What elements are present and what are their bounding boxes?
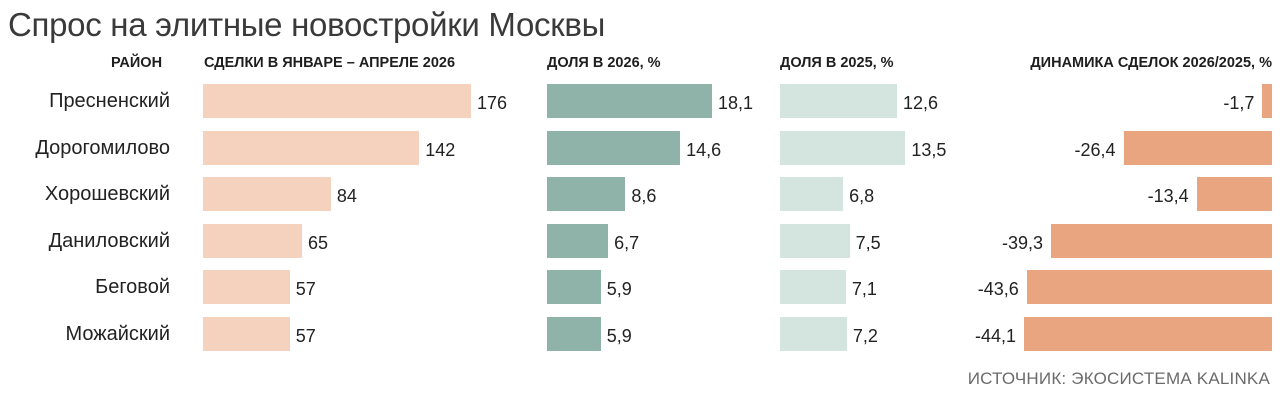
chart-title: Спрос на элитные новостройки Москвы [8, 6, 605, 43]
bar-share2026 [547, 84, 712, 118]
value-label-deals: 57 [295, 279, 316, 300]
bar-share2025 [780, 317, 847, 351]
district-label: Дорогомилово [35, 136, 170, 159]
value-label-share2026: 18,1 [718, 93, 754, 113]
bar-deals [203, 223, 302, 258]
bar-dynamics [1024, 317, 1272, 351]
value-label-deals: 57 [295, 326, 316, 346]
header-dynamics: ДИНАМИКА СДЕЛОК 2026/2025, % [1030, 55, 1272, 71]
source-note: ИСТОЧНИК: ЭКОСИСТЕМА KALINKA [967, 369, 1270, 388]
header-share-2026: ДОЛЯ В 2026, % [547, 55, 661, 71]
bar-deals [203, 177, 331, 212]
value-label-deals: 142 [425, 139, 456, 160]
bar-share2025 [780, 130, 906, 165]
value-label-dynamics: -26,4 [1074, 139, 1116, 160]
value-label-share2025: 12,6 [903, 93, 939, 113]
value-label-share2026: 8,6 [631, 186, 657, 207]
value-label-dynamics: -43,6 [977, 279, 1019, 300]
value-label-deals: 176 [477, 93, 508, 113]
bar-dynamics [1196, 177, 1272, 212]
bar-share2025 [780, 223, 850, 258]
value-label-deals: 84 [336, 186, 357, 207]
value-label-share2025: 7,2 [852, 326, 878, 346]
bar-share2025 [780, 270, 846, 305]
bar-deals [203, 84, 471, 118]
value-label-dynamics: -39,3 [1001, 232, 1043, 253]
value-label-share2025: 7,5 [855, 232, 881, 253]
value-label-dynamics: -1,7 [1223, 93, 1255, 113]
bar-dynamics [1123, 130, 1272, 165]
bar-dynamics [1050, 223, 1272, 258]
bar-deals [203, 130, 420, 165]
bar-share2025 [780, 84, 897, 118]
value-label-dynamics: -44,1 [974, 326, 1016, 346]
district-label: Хорошевский [44, 183, 170, 206]
bar-share2026 [547, 317, 601, 351]
value-label-share2025: 7,1 [851, 279, 877, 300]
bar-share2025 [780, 177, 844, 212]
header-district: РАЙОН [111, 55, 163, 71]
value-label-share2025: 13,5 [911, 139, 947, 160]
value-label-deals: 65 [307, 232, 328, 253]
bar-share2026 [547, 270, 601, 305]
district-label: Беговой [95, 276, 170, 299]
bar-deals [203, 270, 290, 305]
value-label-share2026: 6,7 [614, 232, 640, 253]
value-label-share2025: 6,8 [849, 186, 875, 207]
bar-share2026 [547, 223, 609, 258]
bar-dynamics [1262, 84, 1272, 118]
district-label: Можайский [65, 323, 170, 345]
value-label-share2026: 14,6 [686, 139, 722, 160]
header-share-2025: ДОЛЯ В 2025, % [780, 55, 894, 71]
district-label: Даниловский [48, 229, 170, 252]
bar-share2026 [547, 177, 626, 212]
bar-deals [203, 317, 290, 351]
header-deals: СДЕЛКИ В ЯНВАРЕ – АПРЕЛЕ 2026 [204, 55, 456, 71]
value-label-share2026: 5,9 [606, 326, 632, 346]
bar-dynamics [1026, 270, 1272, 305]
value-label-dynamics: -13,4 [1147, 186, 1189, 207]
district-label: Пресненский [49, 90, 170, 112]
value-label-share2026: 5,9 [606, 279, 632, 300]
bar-share2026 [547, 130, 681, 165]
